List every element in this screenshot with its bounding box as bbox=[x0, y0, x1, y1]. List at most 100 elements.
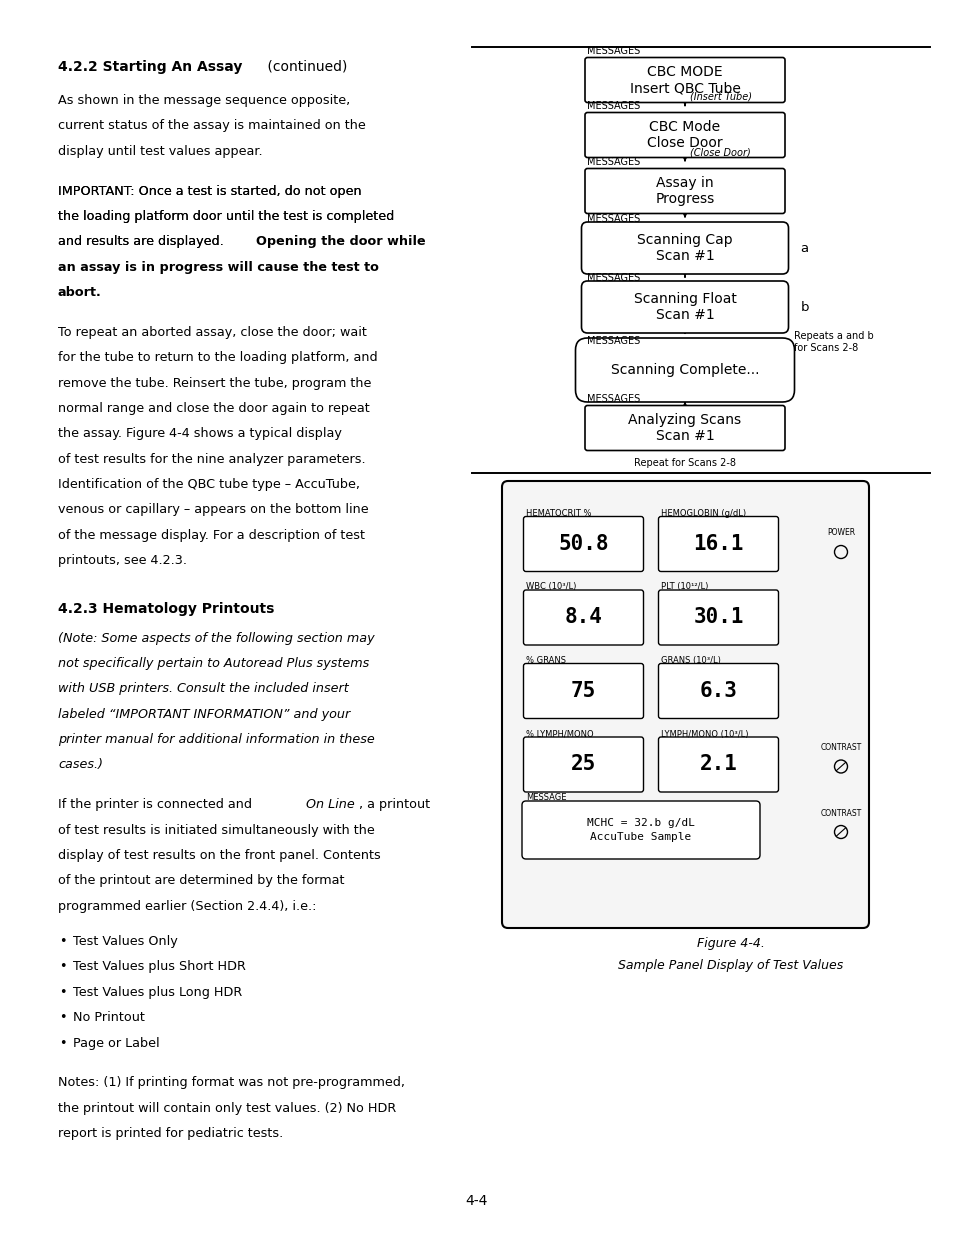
Text: abort.: abort. bbox=[58, 287, 102, 299]
Text: Repeat for Scans 2-8: Repeat for Scans 2-8 bbox=[634, 457, 735, 468]
Text: PLT (10¹²/L): PLT (10¹²/L) bbox=[660, 583, 708, 592]
Text: and results are displayed.: and results are displayed. bbox=[58, 235, 228, 248]
Text: the loading platform door until the test is completed: the loading platform door until the test… bbox=[58, 210, 394, 222]
FancyBboxPatch shape bbox=[575, 338, 794, 403]
Text: Notes: (1) If printing format was not pre-programmed,: Notes: (1) If printing format was not pr… bbox=[58, 1076, 405, 1089]
Text: 16.1: 16.1 bbox=[693, 534, 743, 555]
FancyBboxPatch shape bbox=[521, 802, 760, 860]
Text: 25: 25 bbox=[570, 755, 596, 774]
Text: CBC MODE
Insert QBC Tube: CBC MODE Insert QBC Tube bbox=[629, 64, 740, 95]
Text: Scanning Complete...: Scanning Complete... bbox=[610, 363, 759, 377]
FancyBboxPatch shape bbox=[523, 516, 643, 572]
Text: venous or capillary – appears on the bottom line: venous or capillary – appears on the bot… bbox=[58, 504, 368, 516]
FancyBboxPatch shape bbox=[523, 737, 643, 792]
Text: 4.2.3 Hematology Printouts: 4.2.3 Hematology Printouts bbox=[58, 601, 274, 615]
Text: •: • bbox=[59, 986, 67, 999]
Text: printouts, see 4.2.3.: printouts, see 4.2.3. bbox=[58, 555, 187, 567]
Text: of test results is initiated simultaneously with the: of test results is initiated simultaneou… bbox=[58, 824, 375, 836]
Text: •: • bbox=[59, 1011, 67, 1024]
FancyBboxPatch shape bbox=[658, 516, 778, 572]
Text: HEMOGLOBIN (g/dL): HEMOGLOBIN (g/dL) bbox=[660, 509, 745, 517]
Text: MESSAGES: MESSAGES bbox=[587, 101, 640, 111]
Text: Identification of the QBC tube type – AccuTube,: Identification of the QBC tube type – Ac… bbox=[58, 478, 359, 492]
Text: of test results for the nine analyzer parameters.: of test results for the nine analyzer pa… bbox=[58, 453, 365, 466]
Text: of the printout are determined by the format: of the printout are determined by the fo… bbox=[58, 874, 344, 887]
Text: % LYMPH/MONO: % LYMPH/MONO bbox=[525, 730, 593, 739]
FancyBboxPatch shape bbox=[501, 480, 868, 927]
Text: of the message display. For a description of test: of the message display. For a descriptio… bbox=[58, 529, 365, 542]
Text: 4.2.2 Starting An Assay: 4.2.2 Starting An Assay bbox=[58, 61, 242, 74]
Text: normal range and close the door again to repeat: normal range and close the door again to… bbox=[58, 401, 370, 415]
Text: POWER: POWER bbox=[826, 529, 854, 537]
Text: printer manual for additional information in these: printer manual for additional informatio… bbox=[58, 734, 375, 746]
FancyBboxPatch shape bbox=[584, 168, 784, 214]
Text: display of test results on the front panel. Contents: display of test results on the front pan… bbox=[58, 848, 380, 862]
Text: MESSAGES: MESSAGES bbox=[587, 214, 640, 224]
Text: WBC (10³/L): WBC (10³/L) bbox=[525, 583, 576, 592]
Text: MESSAGES: MESSAGES bbox=[587, 336, 640, 346]
FancyBboxPatch shape bbox=[584, 58, 784, 103]
Text: b: b bbox=[800, 300, 808, 314]
Text: Page or Label: Page or Label bbox=[73, 1036, 159, 1050]
FancyBboxPatch shape bbox=[658, 737, 778, 792]
Text: Assay in
Progress: Assay in Progress bbox=[655, 175, 714, 206]
Text: report is printed for pediatric tests.: report is printed for pediatric tests. bbox=[58, 1128, 283, 1140]
Text: MCHC = 32.b g/dL
AccuTube Sample: MCHC = 32.b g/dL AccuTube Sample bbox=[586, 819, 695, 841]
Text: labeled “IMPORTANT INFORMATION” and your: labeled “IMPORTANT INFORMATION” and your bbox=[58, 708, 350, 721]
Text: an assay is in progress will cause the test to: an assay is in progress will cause the t… bbox=[58, 261, 378, 274]
Text: (Note: Some aspects of the following section may: (Note: Some aspects of the following sec… bbox=[58, 631, 375, 645]
Text: HEMATOCRIT %: HEMATOCRIT % bbox=[525, 509, 591, 517]
Text: Test Values plus Long HDR: Test Values plus Long HDR bbox=[73, 986, 242, 999]
Text: •: • bbox=[59, 1036, 67, 1050]
Text: If the printer is connected and: If the printer is connected and bbox=[58, 798, 255, 811]
Text: CBC Mode
Close Door: CBC Mode Close Door bbox=[646, 120, 722, 151]
FancyBboxPatch shape bbox=[523, 590, 643, 645]
Text: MESSAGES: MESSAGES bbox=[587, 394, 640, 404]
Text: a: a bbox=[800, 242, 808, 254]
Text: (Close Door): (Close Door) bbox=[689, 147, 750, 157]
Text: GRANS (10³/L): GRANS (10³/L) bbox=[660, 656, 720, 664]
Text: and results are displayed.: and results are displayed. bbox=[58, 235, 228, 248]
Text: for the tube to return to the loading platform, and: for the tube to return to the loading pl… bbox=[58, 351, 377, 364]
Text: 75: 75 bbox=[570, 680, 596, 701]
Text: current status of the assay is maintained on the: current status of the assay is maintaine… bbox=[58, 120, 365, 132]
Text: IMPORTANT: Once a test is started, do not open: IMPORTANT: Once a test is started, do no… bbox=[58, 184, 361, 198]
FancyBboxPatch shape bbox=[658, 590, 778, 645]
Text: Repeats a and b
for Scans 2-8: Repeats a and b for Scans 2-8 bbox=[794, 331, 873, 353]
Text: the assay. Figure 4-4 shows a typical display: the assay. Figure 4-4 shows a typical di… bbox=[58, 427, 341, 440]
Text: •: • bbox=[59, 935, 67, 948]
Text: No Printout: No Printout bbox=[73, 1011, 145, 1024]
Text: To repeat an aborted assay, close the door; wait: To repeat an aborted assay, close the do… bbox=[58, 326, 367, 338]
Text: 2.1: 2.1 bbox=[699, 755, 737, 774]
Text: •: • bbox=[59, 961, 67, 973]
FancyBboxPatch shape bbox=[581, 222, 788, 274]
Text: (Insert Tube): (Insert Tube) bbox=[689, 91, 751, 101]
Text: Sample Panel Display of Test Values: Sample Panel Display of Test Values bbox=[618, 960, 842, 972]
FancyBboxPatch shape bbox=[523, 663, 643, 719]
Text: Figure 4-4.: Figure 4-4. bbox=[697, 937, 764, 950]
Text: with USB printers. Consult the included insert: with USB printers. Consult the included … bbox=[58, 682, 349, 695]
Text: , a printout: , a printout bbox=[358, 798, 430, 811]
Text: 8.4: 8.4 bbox=[564, 608, 601, 627]
Text: Test Values plus Short HDR: Test Values plus Short HDR bbox=[73, 961, 246, 973]
Text: MESSAGES: MESSAGES bbox=[587, 46, 640, 56]
Text: 6.3: 6.3 bbox=[699, 680, 737, 701]
Text: Analyzing Scans
Scan #1: Analyzing Scans Scan #1 bbox=[628, 412, 740, 443]
FancyBboxPatch shape bbox=[658, 663, 778, 719]
Text: MESSAGES: MESSAGES bbox=[587, 157, 640, 167]
Text: Opening the door while: Opening the door while bbox=[255, 235, 425, 248]
Text: cases.): cases.) bbox=[58, 758, 103, 772]
Text: the loading platform door until the test is completed: the loading platform door until the test… bbox=[58, 210, 394, 222]
Text: programmed earlier (Section 2.4.4), i.e.:: programmed earlier (Section 2.4.4), i.e.… bbox=[58, 899, 316, 913]
Text: MESSAGE: MESSAGE bbox=[525, 793, 566, 802]
Text: On Line: On Line bbox=[305, 798, 354, 811]
Text: % GRANS: % GRANS bbox=[525, 656, 565, 664]
Text: (continued): (continued) bbox=[263, 61, 347, 74]
Text: 50.8: 50.8 bbox=[558, 534, 608, 555]
Text: 30.1: 30.1 bbox=[693, 608, 743, 627]
Text: Scanning Float
Scan #1: Scanning Float Scan #1 bbox=[633, 291, 736, 322]
Text: Test Values Only: Test Values Only bbox=[73, 935, 177, 948]
Text: As shown in the message sequence opposite,: As shown in the message sequence opposit… bbox=[58, 94, 350, 107]
Text: CONTRAST: CONTRAST bbox=[820, 809, 861, 818]
Text: IMPORTANT: Once a test is started, do not open: IMPORTANT: Once a test is started, do no… bbox=[58, 184, 361, 198]
